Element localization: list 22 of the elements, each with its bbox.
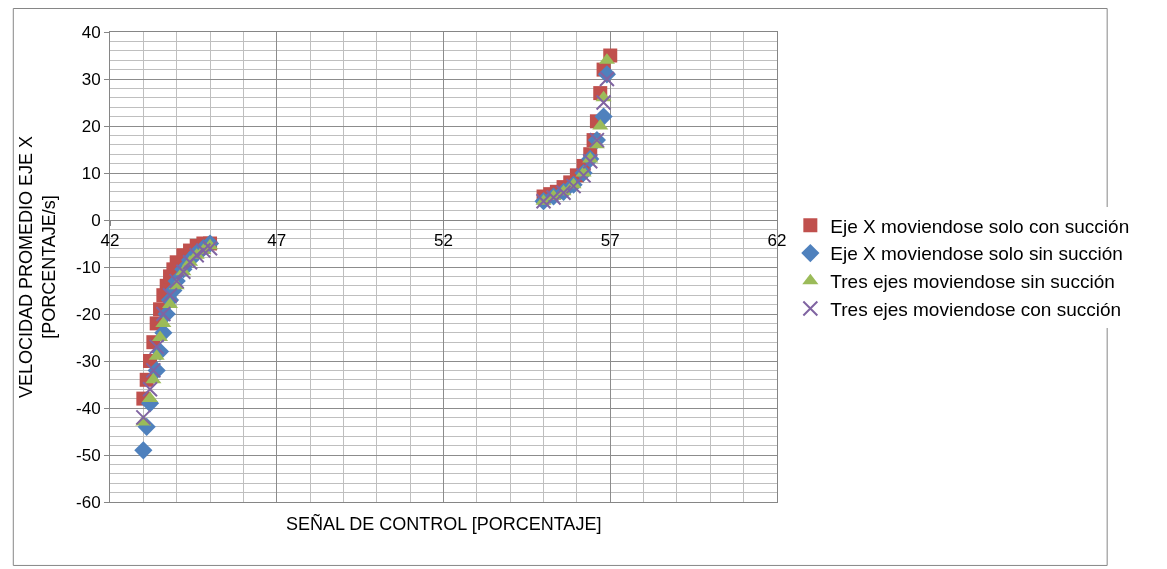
y-tick-label: 10 [81,163,101,183]
y-tick-label: 40 [81,22,101,42]
x-tick-label: 62 [767,231,787,251]
legend-label: Tres ejes moviendose con succión [830,298,1122,320]
x-tick-label: 52 [434,231,453,251]
y-tick-label: -10 [76,257,101,277]
legend-label: Tres ejes moviendose sin succión [830,271,1115,293]
y-tick-label: 30 [81,69,101,89]
x-axis-title: SEÑAL DE CONTROL [PORCENTAJE] [286,513,602,534]
y-axis-title: VELOCIDAD PROMEDIO EJE X [PORCENTAJE/s] [15,135,60,399]
y-tick-label: 20 [81,116,101,136]
x-tick-label: 57 [600,231,620,251]
y-tick-label: -60 [76,492,101,512]
x-tick-label: 47 [267,231,287,251]
y-tick-label: -20 [76,304,101,324]
legend-label: Eje X moviendose solo sin succión [830,243,1123,265]
y-tick-label: 0 [91,210,101,230]
x-tick-label: 42 [100,231,120,251]
y-tick-label: -50 [76,445,101,465]
y-tick-label: -40 [76,398,101,418]
legend-label: Eje X moviendose solo con succión [830,215,1130,237]
y-tick-label: -30 [76,351,101,371]
